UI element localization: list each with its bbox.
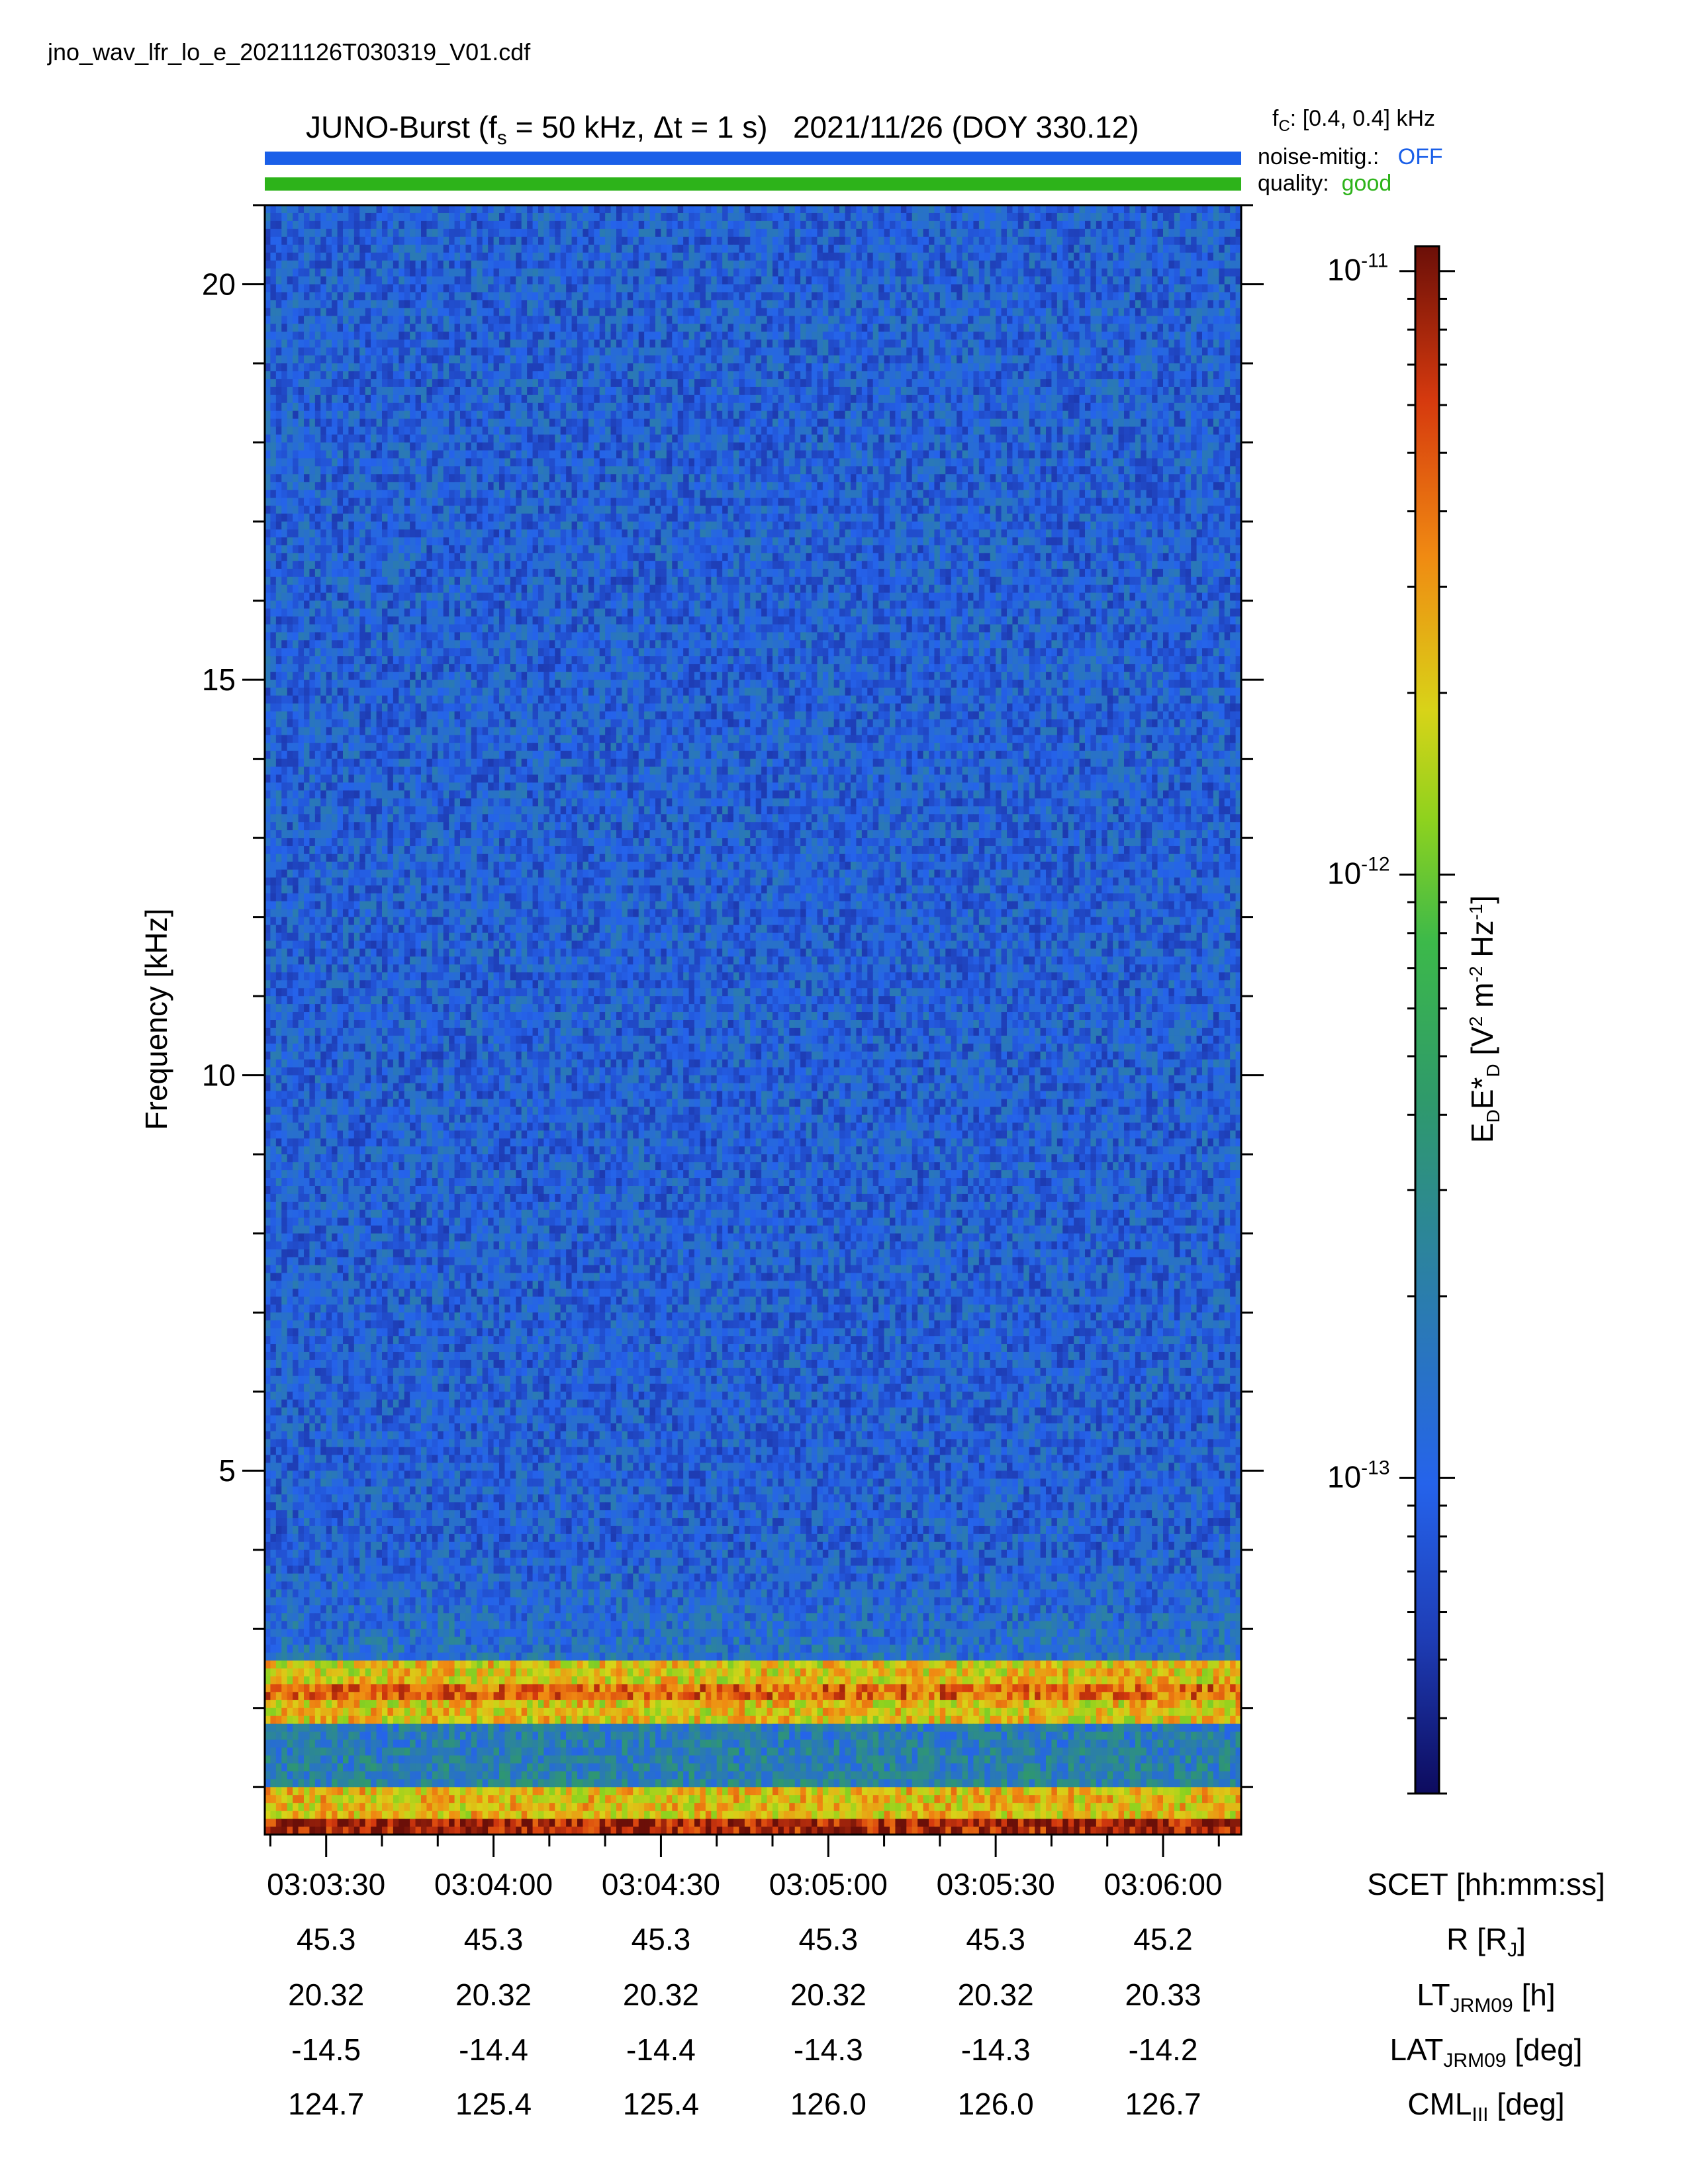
quality-label: quality: good: [1258, 171, 1391, 197]
file-name: jno_wav_lfr_lo_e_20211126T030319_V01.cdf: [48, 38, 530, 66]
ephemeris-value: 124.7: [288, 2086, 364, 2122]
ephemeris-value: 20.32: [790, 1977, 867, 2013]
ephemeris-row: 20.32 20.32 20.32 20.32 20.32 20.33 LTJRM09 [h…: [0, 1977, 1688, 2017]
ephemeris-value: 20.32: [958, 1977, 1034, 2013]
y-tick-label: 15: [202, 662, 236, 697]
noise-mitigation-label: noise-mitig.: OFF: [1258, 144, 1443, 170]
colorbar-tick-label: 10-12: [1327, 854, 1390, 891]
x-tick-label: 03:05:00: [769, 1866, 888, 1902]
ephemeris-value: 20.32: [623, 1977, 699, 2013]
ephemeris-row-label: SCET [hh:mm:ss]: [1367, 1866, 1605, 1902]
ephemeris-row: -14.5 -14.4 -14.4 -14.3 -14.3 -14.2 LATJRM09 […: [0, 2032, 1688, 2071]
colorbar: [1414, 245, 1440, 1795]
title-date: 2021/11/26 (DOY 330.12): [793, 110, 1139, 144]
x-tick-label: 03:04:00: [434, 1866, 553, 1902]
ephemeris-value: 20.32: [288, 1977, 364, 2013]
colorbar-tick-label: 10-13: [1327, 1457, 1390, 1494]
plot-frame: [263, 204, 1243, 1836]
ephemeris-value: 45.3: [799, 1921, 859, 1957]
ephemeris-value: -14.4: [459, 2032, 528, 2068]
ephemeris-value: 45.3: [966, 1921, 1025, 1957]
ephemeris-value: -14.3: [794, 2032, 863, 2068]
ephemeris-row: 45.3 45.3 45.3 45.3 45.3 45.2 R [RJ]: [0, 1921, 1688, 1961]
y-tick-label: 10: [202, 1058, 236, 1093]
x-axis: [269, 1835, 1220, 1857]
colorbar-label: EDE*D [V2 m-2 Hz-1]: [1465, 895, 1503, 1143]
ephemeris-value: -14.2: [1129, 2032, 1198, 2068]
quality-bar: [265, 177, 1241, 191]
noise-mitigation-value: OFF: [1398, 144, 1443, 169]
ephemeris-value: -14.4: [626, 2032, 696, 2068]
ephemeris-value: 45.2: [1133, 1921, 1193, 1957]
x-tick-label: 03:04:30: [602, 1866, 720, 1902]
title-fs: 50 kHz: [541, 110, 636, 144]
ephemeris-value: 20.33: [1125, 1977, 1201, 2013]
ephemeris-value: 126.0: [790, 2086, 867, 2122]
title-dt: 1 s: [717, 110, 757, 144]
y-tick-label: 5: [218, 1453, 236, 1488]
ephemeris-row-label: CMLIII [deg]: [1407, 2086, 1564, 2126]
ephemeris-value: -14.5: [291, 2032, 361, 2068]
ephemeris-row-label: LTJRM09 [h]: [1417, 1977, 1555, 2017]
ephemeris-row: 03:03:30 03:04:00 03:04:30 03:05:00 03:05:30…: [0, 1866, 1688, 1906]
fc-label: fC: [0.4, 0.4] kHz: [1272, 106, 1435, 136]
noise-mitigation-bar: [265, 152, 1241, 165]
x-tick-label: 03:06:00: [1103, 1866, 1222, 1902]
ephemeris-value: 45.3: [464, 1921, 524, 1957]
ephemeris-value: 45.3: [632, 1921, 691, 1957]
title-instrument: JUNO-Burst: [306, 110, 470, 144]
ephemeris-value: 126.7: [1125, 2086, 1201, 2122]
ephemeris-row: 124.7 125.4 125.4 126.0 126.0 126.7 CMLIII [de…: [0, 2086, 1688, 2126]
chart-title: JUNO-Burst (fs = 50 kHz, Δt = 1 s) 2021/…: [0, 109, 1688, 150]
x-tick-label: 03:03:30: [267, 1866, 385, 1902]
ephemeris-row-label: R [RJ]: [1446, 1921, 1526, 1962]
y-axis: 5 10 15 20: [202, 204, 1264, 1788]
colorbar-ticks: 10-11 10-12 10-13: [1327, 250, 1455, 1795]
ephemeris-value: 20.32: [455, 1977, 532, 2013]
colorbar-tick-label: 10-11: [1327, 250, 1388, 287]
ephemeris-value: -14.3: [961, 2032, 1031, 2068]
quality-value: good: [1342, 171, 1392, 196]
y-tick-label: 20: [202, 267, 236, 302]
ephemeris-value: 125.4: [455, 2086, 532, 2122]
ephemeris-value: 125.4: [623, 2086, 699, 2122]
spectrogram-heatmap: [265, 205, 1242, 1835]
y-axis-label: Frequency [kHz]: [139, 909, 173, 1130]
ephemeris-value: 126.0: [958, 2086, 1034, 2122]
ephemeris-row-label: LATJRM09 [deg]: [1389, 2032, 1582, 2072]
x-tick-label: 03:05:30: [937, 1866, 1055, 1902]
ephemeris-value: 45.3: [297, 1921, 356, 1957]
